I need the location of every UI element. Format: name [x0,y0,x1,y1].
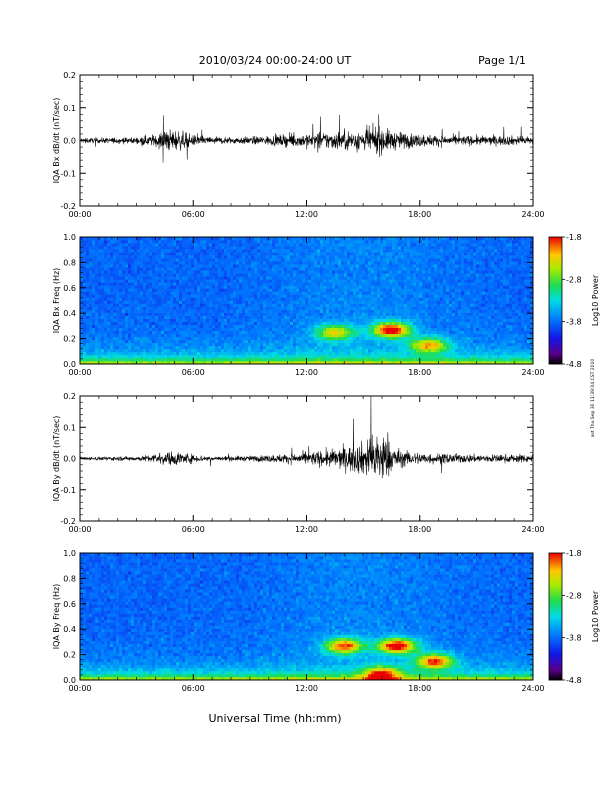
y-tick-label-bx-spec-3: 0.6 [63,284,76,293]
figure-title: 2010/03/24 00:00-24:00 UT [199,54,352,67]
x-tick-label-bx-dbdt-0: 00:00 [68,210,91,219]
series-line-by-dbdt [79,395,534,479]
colorbar-tick-label-bx-spec-3: -4.8 [566,360,582,369]
y-axis-label-bx-dbdt: IQA Bx dB/dt (nT/sec) [52,98,61,184]
colorbar-tick-label-bx-spec-1: -2.8 [566,275,582,284]
colorbar-tick-label-by-spec-0: -1.8 [566,549,582,558]
x-tick-label-bx-spec-4: 24:00 [521,368,544,377]
x-tick-label-by-spec-3: 18:00 [408,684,431,693]
y-tick-label-by-spec-4: 0.8 [63,574,76,583]
x-axis-label: Universal Time (hh:mm) [209,712,342,725]
x-tick-label-bx-spec-2: 12:00 [295,368,318,377]
colorbar-tick-label-by-spec-3: -4.8 [566,676,582,685]
colorbar-tick-label-by-spec-1: -2.8 [566,591,582,600]
colorbar-tick-label-bx-spec-2: -3.8 [566,318,582,327]
panels: 00:00 06:00 12:00 18:00 24:00 -0.2 -0.1 0.0 0.1 0… [52,71,600,693]
x-tick-label-bx-spec-0: 00:00 [68,368,91,377]
series-line-bx-dbdt [79,114,534,163]
y-tick-label-bx-dbdt-1: -0.1 [60,169,76,178]
x-tick-label-by-dbdt-3: 18:00 [408,525,431,534]
x-tick-label-by-dbdt-2: 12:00 [295,525,318,534]
y-axis-label-by-dbdt: IQA By dB/dt (nT/sec) [52,416,61,502]
page-number: Page 1/1 [478,54,526,67]
x-tick-label-by-dbdt-1: 06:00 [182,525,205,534]
y-tick-label-by-dbdt-1: -0.1 [60,486,76,495]
y-tick-label-bx-dbdt-2: 0.0 [63,137,76,146]
colorbar-tick-label-bx-spec-0: -1.8 [566,233,582,242]
y-tick-label-by-dbdt-0: -0.2 [60,517,76,526]
colorbar-bx-spec [549,237,562,365]
y-tick-label-by-spec-2: 0.4 [63,625,76,634]
x-tick-label-bx-dbdt-1: 06:00 [182,210,205,219]
y-tick-label-by-dbdt-2: 0.0 [63,455,76,464]
y-tick-label-by-dbdt-4: 0.2 [63,392,76,401]
y-tick-label-by-spec-5: 1.0 [63,549,76,558]
colorbar-tick-label-by-spec-2: -3.8 [566,634,582,643]
x-tick-label-bx-spec-3: 18:00 [408,368,431,377]
heatmap-cells-bx-spec [80,237,534,365]
y-tick-label-bx-dbdt-0: -0.2 [60,202,76,211]
x-tick-label-by-spec-0: 00:00 [68,684,91,693]
colorbar-label-by-spec: Log10 Power [591,590,600,642]
colorbar-frame-bx-spec [548,236,563,365]
y-tick-label-by-spec-1: 0.2 [63,651,76,660]
y-tick-label-by-spec-0: 0.0 [63,676,76,685]
x-tick-label-by-spec-4: 24:00 [521,684,544,693]
y-tick-label-bx-dbdt-4: 0.2 [63,71,76,80]
y-tick-label-bx-spec-0: 0.0 [63,360,76,369]
plot-timestamp: ast Thu Sep 30 11:39:04 CST 2010 [590,359,596,438]
y-tick-label-bx-spec-1: 0.2 [63,335,76,344]
colorbar-label-bx-spec: Log10 Power [591,274,600,326]
x-tick-label-bx-spec-1: 06:00 [182,368,205,377]
x-tick-label-by-spec-1: 06:00 [182,684,205,693]
y-tick-label-by-spec-3: 0.6 [63,600,76,609]
y-tick-label-by-dbdt-3: 0.1 [63,423,76,432]
y-axis-label-by-spec: IQA By Freq (Hz) [52,584,61,650]
x-tick-label-bx-dbdt-3: 18:00 [408,210,431,219]
y-axis-label-bx-spec: IQA Bx Freq (Hz) [52,268,61,334]
x-tick-label-bx-dbdt-4: 24:00 [521,210,544,219]
x-tick-label-by-dbdt-0: 00:00 [68,525,91,534]
y-tick-label-bx-spec-5: 1.0 [63,233,76,242]
y-tick-label-bx-spec-2: 0.4 [63,309,76,318]
x-tick-label-bx-dbdt-2: 12:00 [295,210,318,219]
x-tick-label-by-dbdt-4: 24:00 [521,525,544,534]
x-tick-label-by-spec-2: 12:00 [295,684,318,693]
y-tick-label-bx-dbdt-3: 0.1 [63,104,76,113]
colorbar-by-spec [549,553,562,681]
y-tick-label-bx-spec-4: 0.8 [63,258,76,267]
colorbar-frame-by-spec [548,552,563,681]
heatmap-cells-by-spec [80,553,534,681]
